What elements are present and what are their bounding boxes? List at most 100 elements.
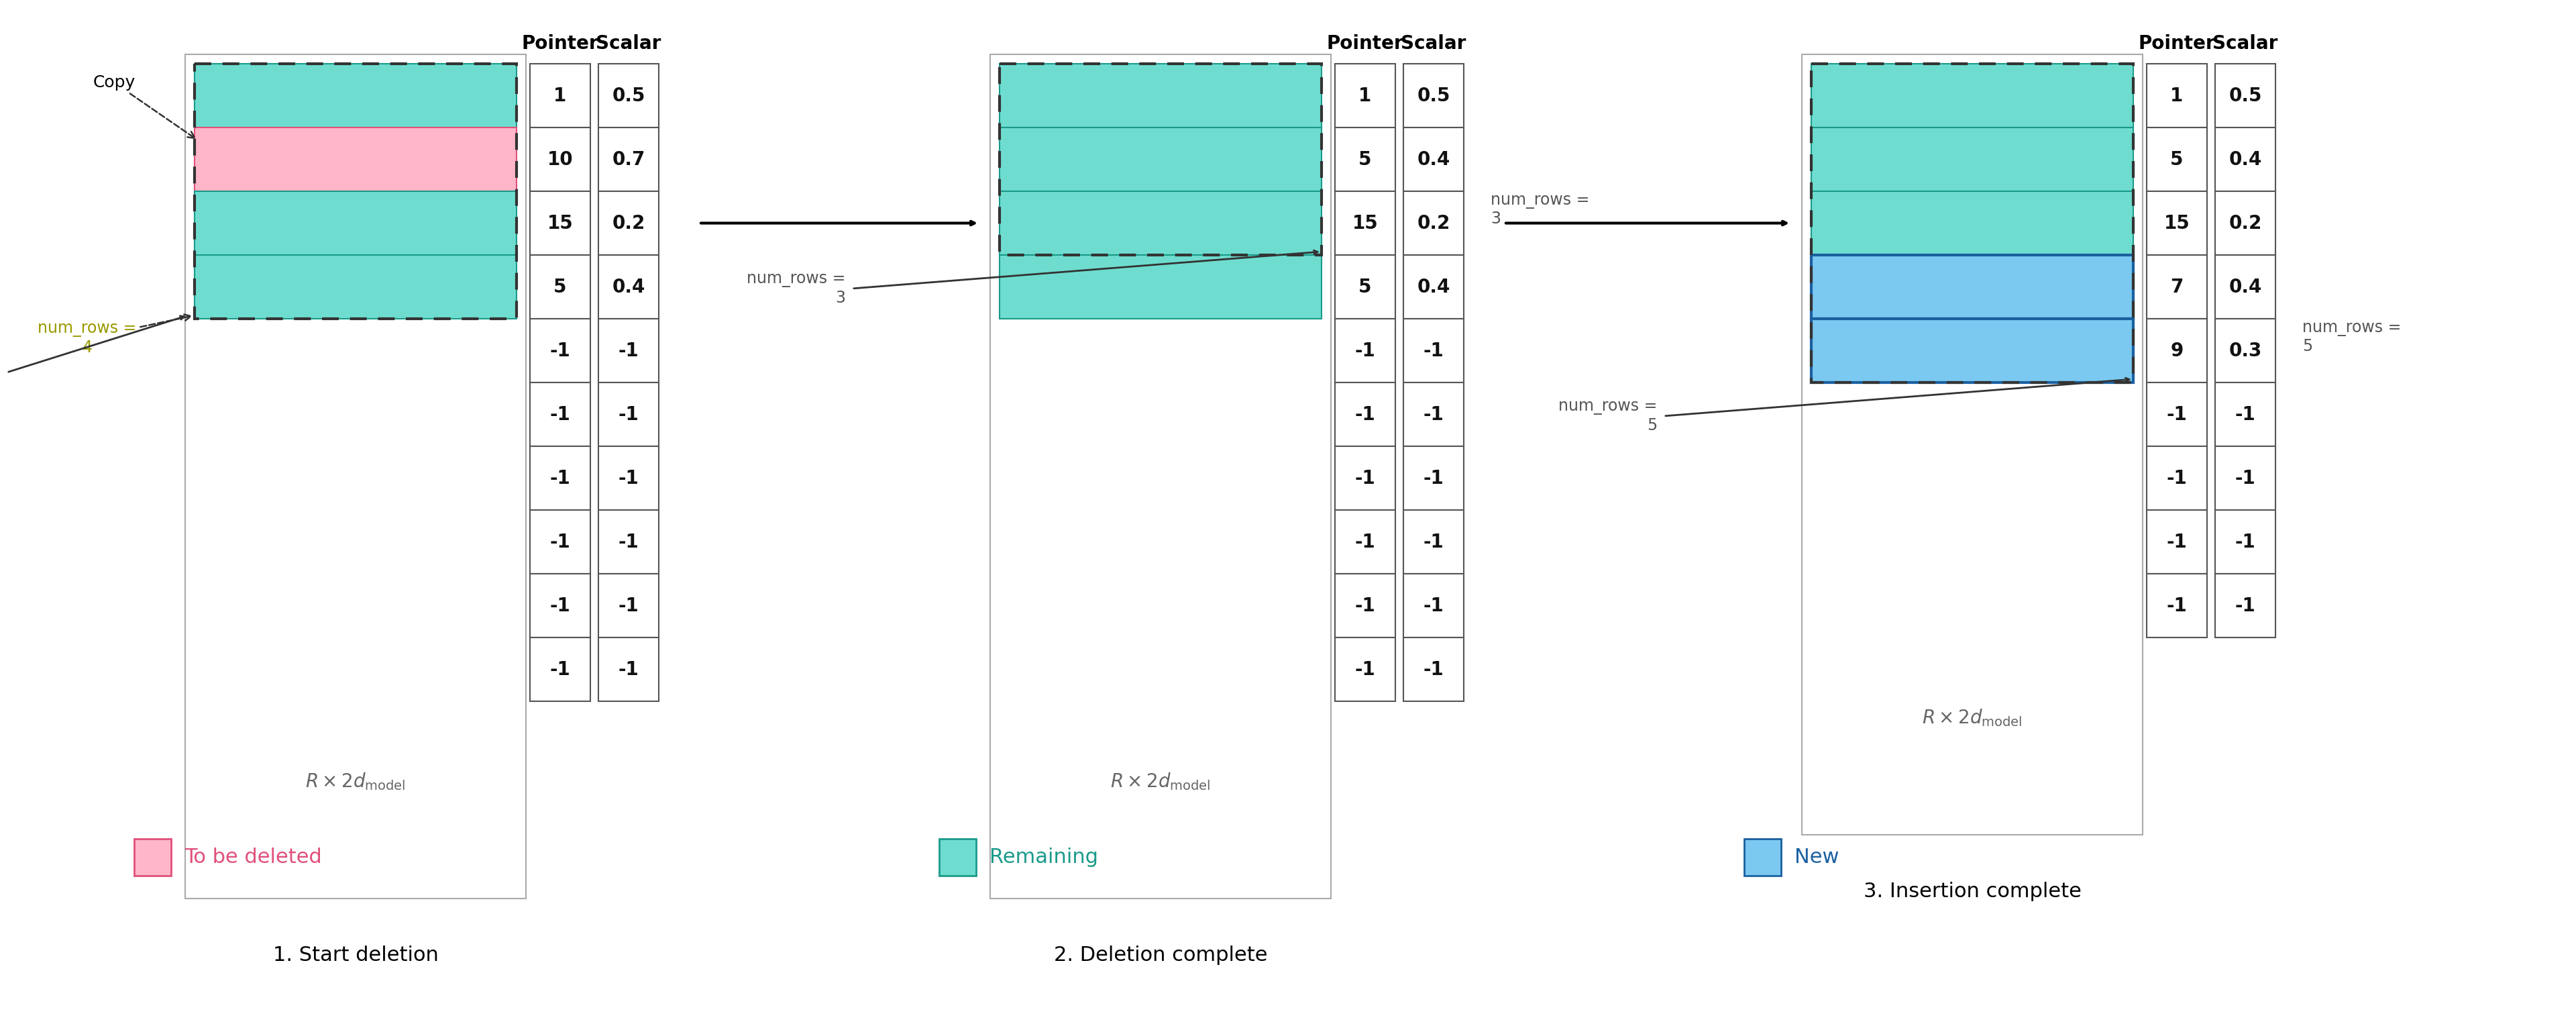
Text: -1: -1 — [1425, 532, 1445, 551]
Bar — [1811, 191, 2133, 256]
Text: num_rows =
5: num_rows = 5 — [2303, 320, 2401, 355]
Text: -1: -1 — [1355, 532, 1376, 551]
Bar — [598, 128, 659, 191]
Text: Pointer: Pointer — [2138, 34, 2215, 53]
Bar — [598, 447, 659, 510]
Bar — [2146, 447, 2208, 510]
Text: 0.2: 0.2 — [613, 214, 644, 233]
Bar — [1404, 191, 1463, 256]
Bar — [1404, 128, 1463, 191]
Text: 0.5: 0.5 — [2228, 86, 2262, 105]
Bar — [531, 63, 590, 128]
Text: 0.7: 0.7 — [613, 150, 644, 169]
Text: To be deleted: To be deleted — [185, 847, 322, 867]
Bar — [1811, 319, 2133, 382]
Bar — [1334, 573, 1396, 638]
Bar — [2146, 256, 2208, 319]
Text: -1: -1 — [1355, 405, 1376, 424]
Text: 1: 1 — [554, 86, 567, 105]
Bar — [1811, 256, 2133, 319]
Bar — [531, 191, 590, 256]
Bar — [1811, 63, 2133, 382]
Bar — [2215, 256, 2275, 319]
Text: Scalar: Scalar — [1401, 34, 1466, 53]
Bar — [989, 54, 1332, 898]
Text: 1: 1 — [2172, 86, 2184, 105]
Text: -1: -1 — [1425, 469, 1445, 487]
Bar — [2215, 319, 2275, 382]
Bar — [1404, 510, 1463, 573]
Text: -1: -1 — [1425, 405, 1445, 424]
Bar — [531, 510, 590, 573]
Text: -1: -1 — [2236, 532, 2257, 551]
Bar — [196, 447, 518, 510]
Bar — [196, 510, 518, 573]
Text: -1: -1 — [1355, 660, 1376, 679]
Text: Scalar: Scalar — [2213, 34, 2277, 53]
Text: 2. Deletion complete: 2. Deletion complete — [1054, 945, 1267, 965]
Bar — [134, 839, 170, 876]
Bar — [2215, 128, 2275, 191]
Bar — [1404, 382, 1463, 447]
Bar — [196, 63, 518, 319]
Bar — [1404, 573, 1463, 638]
Text: -1: -1 — [618, 532, 639, 551]
Bar — [1404, 319, 1463, 382]
Bar — [2146, 573, 2208, 638]
Text: 0.4: 0.4 — [613, 278, 644, 296]
Bar — [2215, 447, 2275, 510]
Bar — [1334, 256, 1396, 319]
Bar — [1811, 382, 2133, 447]
Text: 9: 9 — [2172, 341, 2184, 360]
Bar — [999, 63, 1321, 256]
Text: 0.4: 0.4 — [2228, 150, 2262, 169]
Bar — [1811, 510, 2133, 573]
Bar — [2215, 191, 2275, 256]
Bar — [2146, 128, 2208, 191]
Text: 1. Start deletion: 1. Start deletion — [273, 945, 438, 965]
Bar — [1404, 447, 1463, 510]
Bar — [2146, 510, 2208, 573]
Text: num_rows =
5: num_rows = 5 — [1558, 399, 1656, 433]
Bar — [1334, 191, 1396, 256]
Bar — [2215, 573, 2275, 638]
Bar — [1404, 63, 1463, 128]
Bar — [1811, 128, 2133, 191]
Bar — [1811, 63, 2133, 128]
Text: -1: -1 — [549, 660, 569, 679]
Bar — [531, 128, 590, 191]
Text: 0.5: 0.5 — [1417, 86, 1450, 105]
Bar — [598, 510, 659, 573]
Bar — [999, 447, 1321, 510]
Bar — [1334, 638, 1396, 701]
Text: -1: -1 — [2166, 532, 2187, 551]
Text: -1: -1 — [618, 596, 639, 615]
Text: 15: 15 — [1352, 214, 1378, 233]
Text: 15: 15 — [546, 214, 572, 233]
Text: Pointer: Pointer — [523, 34, 598, 53]
Bar — [999, 63, 1321, 128]
Text: num_rows =
3: num_rows = 3 — [747, 271, 845, 306]
Bar — [1334, 63, 1396, 128]
Text: 15: 15 — [2164, 214, 2190, 233]
Bar — [196, 191, 518, 256]
Bar — [598, 191, 659, 256]
Bar — [1334, 447, 1396, 510]
Text: New: New — [1795, 847, 1839, 867]
Bar — [999, 510, 1321, 573]
Text: $R \times 2d_{\mathrm{model}}$: $R \times 2d_{\mathrm{model}}$ — [1922, 707, 2022, 729]
Text: Copy: Copy — [93, 75, 196, 138]
Bar — [1334, 510, 1396, 573]
Text: -1: -1 — [549, 341, 569, 360]
Text: $R \times 2d_{\mathrm{model}}$: $R \times 2d_{\mathrm{model}}$ — [307, 772, 404, 792]
Text: 1: 1 — [1358, 86, 1370, 105]
Bar — [2215, 63, 2275, 128]
Text: -1: -1 — [1355, 596, 1376, 615]
Bar — [196, 319, 518, 382]
Bar — [2146, 382, 2208, 447]
Bar — [598, 573, 659, 638]
Text: 0.4: 0.4 — [1417, 278, 1450, 296]
Text: Remaining: Remaining — [989, 847, 1097, 867]
Text: -1: -1 — [2236, 469, 2257, 487]
Bar — [2215, 510, 2275, 573]
